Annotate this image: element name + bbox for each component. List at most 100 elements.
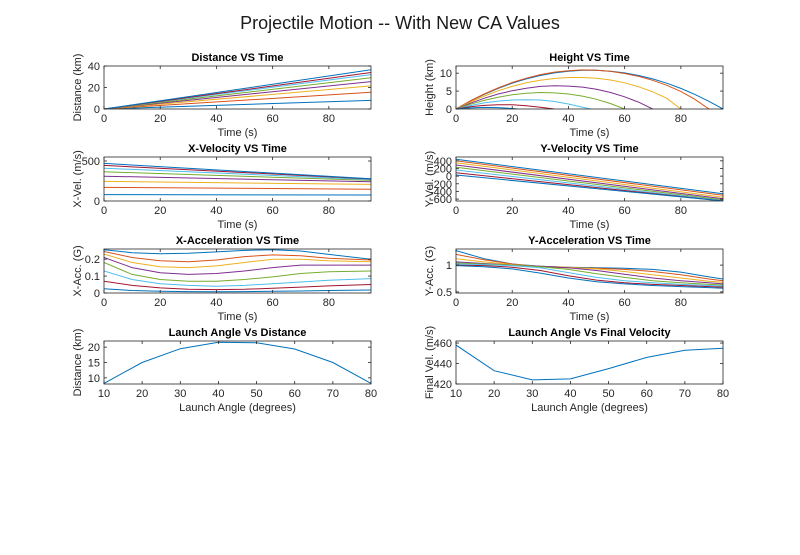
x-tick-label: 40 [210, 297, 222, 309]
x-tick-label: 30 [174, 388, 186, 400]
y-axis-label: Distance (km) [72, 54, 84, 122]
series-line-6 [104, 271, 371, 286]
series-group [456, 70, 723, 109]
x-tick-label: 60 [267, 205, 279, 217]
series-line-2 [104, 187, 371, 189]
x-tick-label: 20 [154, 205, 166, 217]
y-tick-label: 5 [446, 86, 452, 98]
y-tick-label: 460 [434, 338, 452, 350]
y-axis-label: Final Vel. (m/s) [424, 326, 436, 399]
series-group [104, 70, 371, 109]
subplot-title: Launch Angle Vs Final Velocity [508, 327, 671, 339]
y-axis-label: Y-Acc. (G) [424, 246, 436, 296]
series-group [456, 251, 723, 289]
axes-box [104, 66, 371, 109]
series-group [456, 159, 723, 201]
x-tick-label: 20 [488, 388, 500, 400]
x-axis-label: Time (s) [570, 311, 610, 323]
x-tick-label: 60 [619, 205, 631, 217]
x-tick-label: 0 [101, 297, 107, 309]
x-tick-label: 40 [210, 113, 222, 125]
x-tick-label: 20 [154, 297, 166, 309]
y-tick-label: 420 [434, 379, 452, 391]
y-tick-label: 0 [94, 104, 100, 116]
y-tick-label: 0.2 [85, 254, 100, 266]
subplot-title: Height VS Time [549, 52, 629, 64]
x-tick-label: 80 [675, 113, 687, 125]
x-tick-label: 60 [289, 388, 301, 400]
y-tick-label: 10 [88, 373, 100, 385]
series-line-1 [104, 342, 371, 383]
x-tick-label: 40 [562, 205, 574, 217]
x-tick-label: 80 [717, 388, 729, 400]
x-tick-label: 60 [619, 113, 631, 125]
y-tick-label: 0 [446, 104, 452, 116]
y-tick-label: 400 [434, 156, 452, 168]
subplot-title: Distance VS Time [191, 52, 283, 64]
axes-box [456, 66, 723, 109]
y-axis-label: X-Acc. (G) [72, 245, 84, 296]
series-line-2 [456, 161, 723, 196]
x-tick-label: 60 [267, 297, 279, 309]
y-tick-label: 440 [434, 359, 452, 371]
x-tick-label: 70 [327, 388, 339, 400]
y-tick-label: 500 [82, 156, 100, 168]
x-tick-label: 80 [675, 205, 687, 217]
x-tick-label: 80 [323, 113, 335, 125]
x-tick-label: 40 [562, 297, 574, 309]
x-tick-label: 0 [101, 113, 107, 125]
x-tick-label: 20 [506, 113, 518, 125]
x-tick-label: 60 [641, 388, 653, 400]
x-tick-label: 30 [526, 388, 538, 400]
x-axis-label: Launch Angle (degrees) [179, 402, 296, 414]
x-tick-label: 60 [267, 113, 279, 125]
y-tick-label: 0 [94, 288, 100, 300]
y-tick-label: 20 [88, 342, 100, 354]
subplot-title: X-Acceleration VS Time [176, 235, 299, 247]
series-line-1 [456, 345, 723, 380]
x-tick-label: 40 [210, 205, 222, 217]
x-tick-label: 20 [154, 113, 166, 125]
series-line-3 [456, 163, 723, 198]
x-tick-label: 50 [602, 388, 614, 400]
x-tick-label: 40 [212, 388, 224, 400]
series-line-8 [456, 175, 723, 201]
x-axis-label: Time (s) [218, 127, 258, 139]
y-tick-label: 20 [88, 83, 100, 95]
x-tick-label: 80 [675, 297, 687, 309]
y-tick-label: 0.1 [85, 271, 100, 283]
series-line-4 [456, 165, 723, 199]
y-axis-label: Height (km) [424, 59, 436, 116]
series-line-3 [104, 181, 371, 184]
subplot-title: Launch Angle Vs Distance [169, 327, 307, 339]
series-group [104, 250, 371, 292]
x-tick-label: 20 [506, 297, 518, 309]
x-axis-label: Time (s) [570, 219, 610, 231]
x-axis-label: Time (s) [218, 219, 258, 231]
x-tick-label: 0 [101, 205, 107, 217]
y-tick-label: 1 [446, 260, 452, 272]
x-axis-label: Time (s) [218, 311, 258, 323]
x-tick-label: 40 [562, 113, 574, 125]
y-tick-label: 10 [440, 68, 452, 80]
y-axis-label: Distance (km) [72, 329, 84, 397]
series-line-1 [456, 70, 723, 109]
x-tick-label: 0 [453, 297, 459, 309]
x-tick-label: 80 [365, 388, 377, 400]
x-tick-label: 20 [136, 388, 148, 400]
subplot-title: X-Velocity VS Time [188, 143, 287, 155]
y-axis-label: Y-Vel. (m/s) [424, 151, 436, 207]
x-tick-label: 40 [564, 388, 576, 400]
subplot-title: Y-Velocity VS Time [540, 143, 638, 155]
x-tick-label: 80 [323, 205, 335, 217]
x-tick-label: 0 [453, 205, 459, 217]
series-group [456, 345, 723, 380]
